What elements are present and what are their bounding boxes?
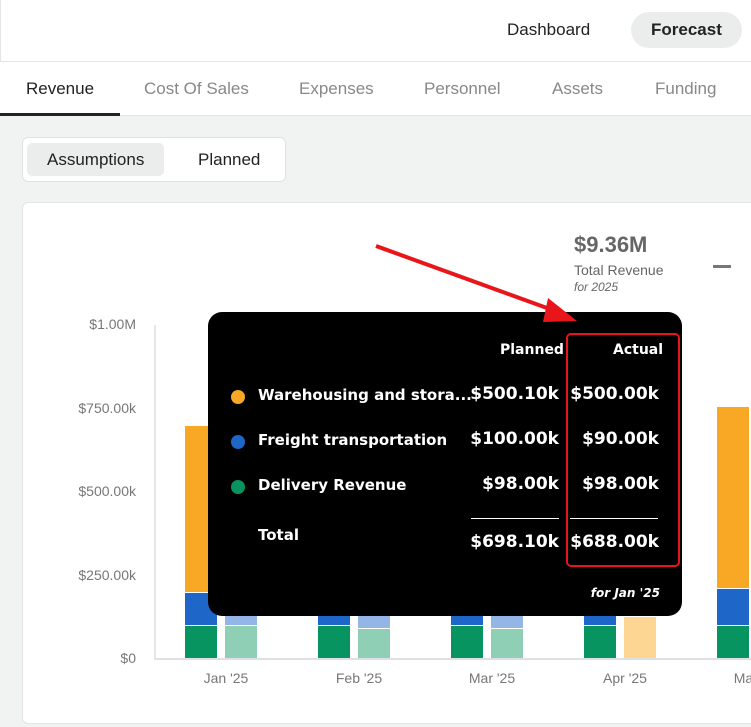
tooltip-row-label: Delivery Revenue <box>258 476 407 494</box>
view-toggle: Assumptions Planned <box>22 137 286 182</box>
legend-dot-icon <box>231 435 245 449</box>
y-tick-label: $0 <box>120 650 136 666</box>
legend-dot-icon <box>231 390 245 404</box>
tooltip-period: for Jan '25 <box>590 586 660 600</box>
y-tick-label: $750.00k <box>78 399 136 416</box>
bar-planned-segment[interactable] <box>717 406 749 588</box>
bar-planned-segment[interactable] <box>185 626 217 658</box>
kpi-label: Total Revenue <box>574 262 664 278</box>
top-bar: Dashboard Forecast <box>0 0 751 62</box>
actual-highlight-box <box>566 333 680 567</box>
tab-cost-of-sales[interactable]: Cost Of Sales <box>144 79 249 98</box>
x-tick-label: Apr '25 <box>603 670 647 686</box>
total-revenue-kpi: $9.36M Total Revenue for 2025 <box>574 232 664 294</box>
bar-planned-segment[interactable] <box>584 625 616 658</box>
total-actual: $688.00k <box>570 532 659 552</box>
tab-revenue[interactable]: Revenue <box>0 62 120 116</box>
tooltip-row-actual: $98.00k <box>582 474 659 494</box>
bar-planned-segment[interactable] <box>717 588 749 625</box>
bar-planned-segment[interactable] <box>717 625 749 658</box>
dashboard-button[interactable]: Dashboard <box>507 20 591 39</box>
x-axis <box>154 658 751 660</box>
tooltip-row-actual: $500.00k <box>570 384 659 404</box>
x-tick-label: Jan '25 <box>203 670 249 686</box>
total-planned: $698.10k <box>470 532 559 552</box>
tab-assets[interactable]: Assets <box>552 79 604 98</box>
bar-planned-segment[interactable] <box>451 626 483 658</box>
planned-button[interactable]: Planned <box>198 150 261 169</box>
tooltip-row-label: Freight transportation <box>258 431 448 449</box>
x-tick-label: Feb '25 <box>335 670 383 686</box>
tooltip-header-actual: Actual <box>613 342 664 358</box>
tab-expenses[interactable]: Expenses <box>299 79 374 98</box>
collapse-icon[interactable] <box>713 265 731 268</box>
assumptions-button[interactable]: Assumptions <box>27 143 165 176</box>
tooltip-row-actual: $90.00k <box>582 429 659 449</box>
y-tick-label: $250.00k <box>78 566 136 583</box>
kpi-value: $9.36M <box>574 232 648 257</box>
tab-funding[interactable]: Funding <box>655 79 717 98</box>
bar-actual-segment[interactable] <box>358 628 390 658</box>
tooltip-row-planned: $98.00k <box>482 474 559 494</box>
divider <box>471 518 559 519</box>
y-axis <box>154 325 156 660</box>
tooltip-header-planned: Planned <box>500 342 564 358</box>
bar-actual-segment[interactable] <box>624 616 656 658</box>
tooltip-row-planned: $500.10k <box>470 384 559 404</box>
legend-dot-icon <box>231 480 245 494</box>
x-tick-label: May '25 <box>733 670 751 686</box>
bar-actual-segment[interactable] <box>225 626 257 658</box>
tooltip-row-planned: $100.00k <box>470 429 559 449</box>
tooltip-row-label: Warehousing and stora... <box>258 386 472 404</box>
bar-planned-segment[interactable] <box>318 626 350 658</box>
total-label: Total <box>258 526 299 544</box>
kpi-period: for 2025 <box>574 280 619 294</box>
y-tick-label: $500.00k <box>78 483 136 499</box>
bar-actual-segment[interactable] <box>491 628 523 658</box>
y-tick-label: $1.00M <box>89 316 136 332</box>
x-tick-label: Mar '25 <box>468 670 516 686</box>
tab-personnel[interactable]: Personnel <box>424 79 501 98</box>
forecast-button[interactable]: Forecast <box>631 12 742 48</box>
tab-bar: Revenue Cost Of Sales Expenses Personnel… <box>0 62 751 116</box>
divider <box>570 518 658 519</box>
